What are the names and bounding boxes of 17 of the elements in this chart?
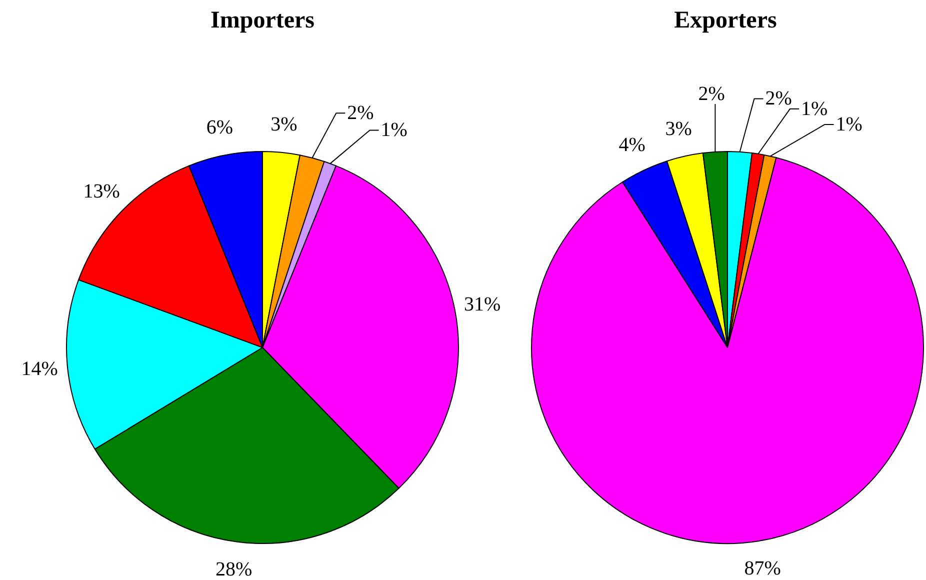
data-label: 6% <box>206 116 234 139</box>
data-label: 1% <box>801 98 828 120</box>
chart-title: Exporters <box>674 8 777 34</box>
data-label: 13% <box>83 180 120 203</box>
data-label: 2% <box>765 88 792 110</box>
data-label: 2% <box>698 83 725 105</box>
data-label: 31% <box>464 294 501 316</box>
data-label: 3% <box>665 118 692 140</box>
data-label: 1% <box>836 113 862 136</box>
chart-title: Importers <box>210 8 314 34</box>
data-label: 87% <box>744 558 781 580</box>
data-label: 28% <box>216 558 252 580</box>
data-label: 2% <box>347 102 374 124</box>
data-label: 1% <box>380 119 408 142</box>
data-label: 3% <box>270 114 298 136</box>
data-label: 4% <box>618 134 646 156</box>
data-label: 14% <box>21 358 58 380</box>
